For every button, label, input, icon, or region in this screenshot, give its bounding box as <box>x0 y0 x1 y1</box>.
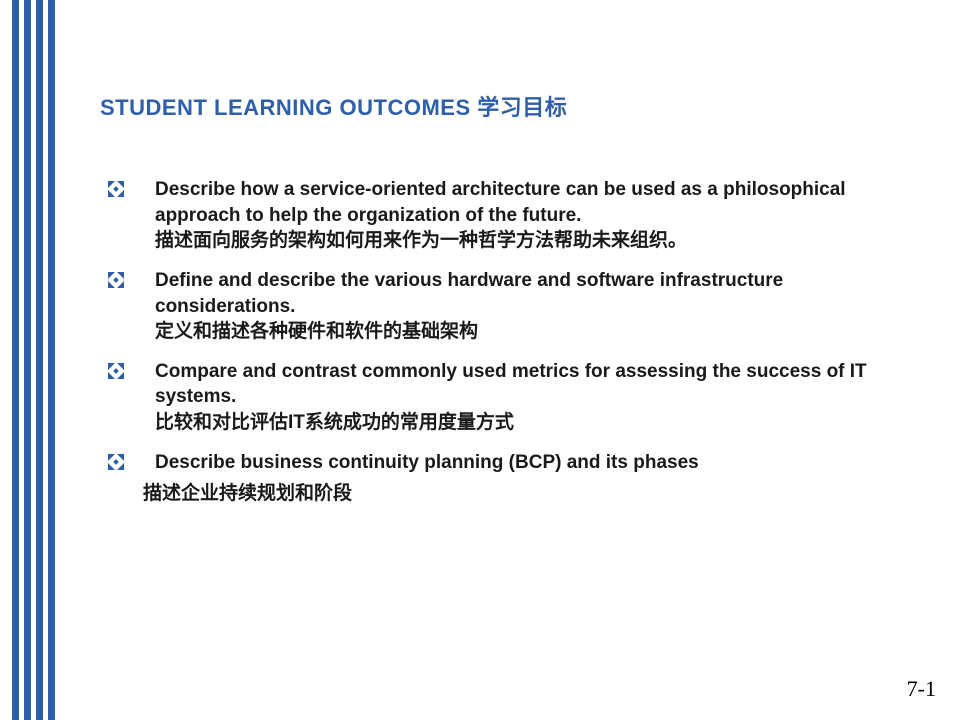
item-text-zh: 描述面向服务的架构如何用来作为一种哲学方法帮助未来组织。 <box>155 228 900 254</box>
list-item: Describe how a service-oriented architec… <box>100 177 900 254</box>
bullet-icon <box>108 454 124 470</box>
bullet-list: Describe how a service-oriented architec… <box>100 177 900 507</box>
stripe <box>12 0 19 720</box>
bullet-icon <box>108 363 124 379</box>
slide-content: STUDENT LEARNING OUTCOMES 学习目标 Describe … <box>100 90 900 521</box>
item-text-zh: 定义和描述各种硬件和软件的基础架构 <box>155 319 900 345</box>
slide-title: STUDENT LEARNING OUTCOMES 学习目标 <box>100 90 900 122</box>
item-text-en: Define and describe the various hardware… <box>155 268 900 319</box>
list-item: Describe business continuity planning (B… <box>100 450 900 507</box>
bullet-icon <box>108 181 124 197</box>
item-text-zh: 比较和对比评估IT系统成功的常用度量方式 <box>155 410 900 436</box>
list-item: Compare and contrast commonly used metri… <box>100 359 900 436</box>
item-text-en: Compare and contrast commonly used metri… <box>155 359 900 410</box>
page-number: 7-1 <box>907 676 936 702</box>
stripe <box>48 0 55 720</box>
item-text-zh: 描述企业持续规划和阶段 <box>143 481 900 507</box>
stripe <box>36 0 43 720</box>
left-stripes <box>0 0 60 720</box>
list-item: Define and describe the various hardware… <box>100 268 900 345</box>
item-text-en: Describe business continuity planning (B… <box>155 450 900 476</box>
item-text-en: Describe how a service-oriented architec… <box>155 177 900 228</box>
bullet-icon <box>108 272 124 288</box>
stripe <box>24 0 31 720</box>
